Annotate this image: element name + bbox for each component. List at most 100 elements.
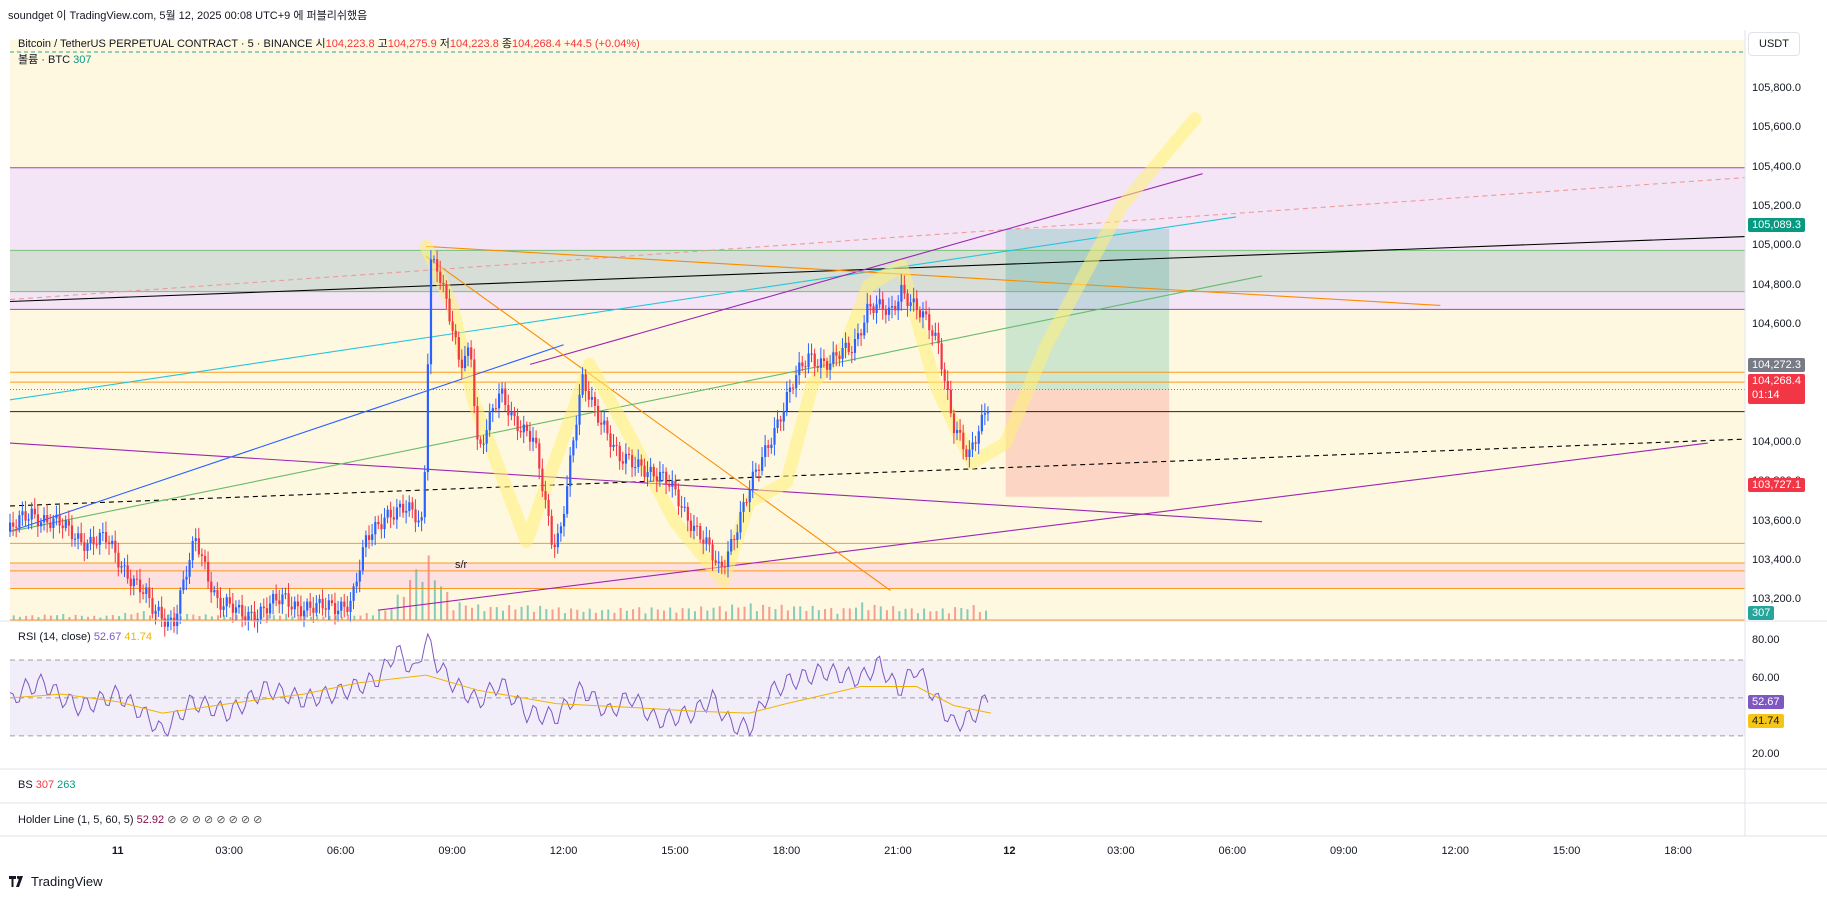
candle-body xyxy=(358,570,361,582)
high-value: 104,275.9 xyxy=(387,38,437,50)
volume-bar xyxy=(805,610,808,620)
volume-bar xyxy=(477,604,480,620)
volume-bar xyxy=(706,610,709,620)
volume-bar xyxy=(731,604,734,620)
candle-body xyxy=(52,518,55,528)
volume-bar xyxy=(582,611,585,620)
volume-bar xyxy=(854,607,857,620)
volume-bar xyxy=(285,613,288,620)
sr-annotation[interactable]: s/r xyxy=(455,559,468,571)
candle-body xyxy=(408,502,411,511)
trend-line-4 xyxy=(377,442,1708,611)
bs-value-1: 307 xyxy=(35,779,55,791)
candle-body xyxy=(411,502,414,510)
candle-body xyxy=(634,467,637,469)
volume-bar xyxy=(471,607,474,620)
candle-body xyxy=(915,298,918,311)
candle-body xyxy=(618,445,621,462)
holder-legend[interactable]: Holder Line (1, 5, 60, 5) 52.92 ⊘ ⊘ ⊘ ⊘ … xyxy=(18,813,262,826)
volume-bar xyxy=(514,609,517,620)
volume-bar xyxy=(954,607,957,620)
bs-legend[interactable]: BS 307 263 xyxy=(18,779,76,791)
volume-bar xyxy=(786,610,789,620)
close-value: 104,268.4 xyxy=(512,38,561,50)
candle-body xyxy=(228,597,231,604)
horizontal-lines xyxy=(10,167,1745,621)
candle-body xyxy=(736,532,739,540)
volume-bar xyxy=(724,611,727,620)
candle-body xyxy=(692,525,696,532)
volume-bar xyxy=(204,614,207,620)
candle-body xyxy=(315,603,318,613)
candle-body xyxy=(600,422,603,425)
candle-body xyxy=(126,565,129,579)
candle-body xyxy=(132,578,135,587)
candle-body xyxy=(566,486,569,514)
holder-label: Holder Line (1, 5, 60, 5) xyxy=(18,814,134,826)
volume-bar xyxy=(105,615,108,620)
price-tick-label: 105,200.0 xyxy=(1752,200,1801,213)
candle-body xyxy=(788,387,792,393)
candle-body xyxy=(296,601,300,607)
candle-body xyxy=(46,515,49,523)
last-price-value: 104,268.4 xyxy=(1752,375,1801,387)
candle-body xyxy=(324,608,327,610)
candle-body xyxy=(166,619,170,627)
candle-body xyxy=(426,364,429,473)
candle-body xyxy=(361,547,365,571)
volume-bar xyxy=(198,616,201,620)
volume-bar xyxy=(390,609,393,620)
symbol-legend[interactable]: Bitcoin / TetherUS PERPETUAL CONTRACT · … xyxy=(18,35,640,51)
volume-bar xyxy=(879,606,882,620)
candle-body xyxy=(343,601,346,607)
candle-body xyxy=(485,430,488,444)
candle-body xyxy=(173,617,176,627)
candle-body xyxy=(83,542,86,551)
candle-body xyxy=(120,566,123,568)
volume-bar xyxy=(526,605,529,620)
volume-bar xyxy=(978,612,981,620)
candle-body xyxy=(219,597,222,610)
candle-body xyxy=(689,520,693,532)
candle-body xyxy=(24,511,27,521)
volume-bar xyxy=(93,615,96,620)
candle-body xyxy=(717,561,720,563)
candle-body xyxy=(405,510,408,513)
candle-body xyxy=(624,453,628,464)
candle-body xyxy=(429,259,433,365)
candle-body xyxy=(671,480,674,487)
candle-body xyxy=(275,593,278,601)
candle-body xyxy=(903,284,906,294)
candle-body xyxy=(826,360,829,370)
currency-button[interactable]: USDT xyxy=(1748,32,1800,56)
candle-body xyxy=(621,461,624,464)
candle-body xyxy=(906,293,909,306)
candle-body xyxy=(21,511,24,516)
candle-body xyxy=(770,444,773,449)
volume-legend[interactable]: 볼륨 · BTC 307 xyxy=(18,51,91,67)
volume-bar xyxy=(402,596,405,620)
trend-lines[interactable] xyxy=(9,173,1746,611)
candle-body xyxy=(869,303,872,307)
volume-bar xyxy=(687,608,690,620)
candle-body xyxy=(655,476,659,482)
candle-body xyxy=(575,424,578,441)
tradingview-logo[interactable]: TradingView xyxy=(9,874,103,889)
volume-bar xyxy=(811,605,814,620)
candle-body xyxy=(640,459,643,466)
candle-body xyxy=(909,302,912,306)
volume-bar xyxy=(155,611,158,620)
volume-bar xyxy=(371,615,374,620)
candle-body xyxy=(779,419,782,422)
candle-body xyxy=(448,298,451,322)
candle-body xyxy=(525,424,529,431)
rsi-legend[interactable]: RSI (14, close) 52.67 41.74 xyxy=(18,631,152,643)
volume-tag: 307 xyxy=(1748,606,1775,620)
rsi-value: 52.67 xyxy=(93,631,122,643)
candle-body xyxy=(225,597,228,607)
candle-body xyxy=(55,514,58,519)
candle-body xyxy=(532,437,535,442)
candle-body xyxy=(875,304,878,313)
candle-body xyxy=(897,301,900,311)
